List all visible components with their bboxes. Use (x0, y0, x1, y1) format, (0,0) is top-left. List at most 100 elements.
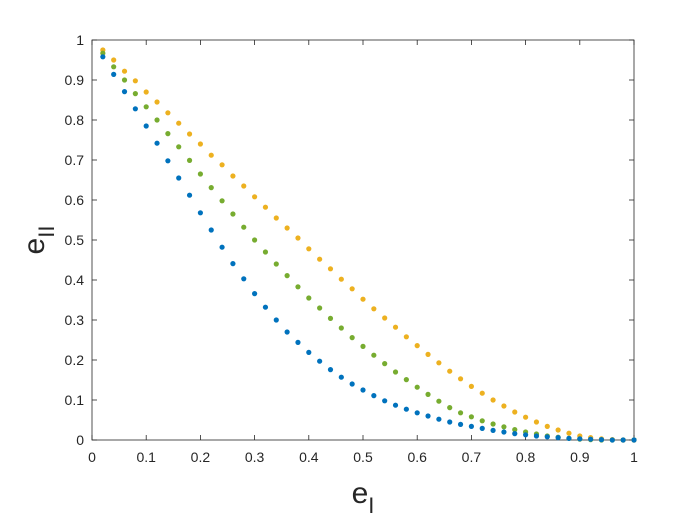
data-point (252, 237, 258, 243)
x-tick-label: 0.5 (353, 449, 373, 465)
x-tick-label: 1 (630, 449, 638, 465)
data-point (360, 343, 366, 349)
data-point (425, 413, 431, 419)
data-point (111, 71, 117, 77)
data-point (176, 144, 182, 150)
data-point (186, 131, 193, 137)
data-point (414, 343, 420, 349)
data-point (230, 261, 236, 267)
data-point (241, 224, 247, 230)
x-tick-label: 0 (88, 449, 96, 465)
data-point (252, 291, 258, 297)
data-point (262, 304, 269, 310)
data-point (457, 410, 464, 416)
data-point (479, 418, 485, 424)
series-2 (100, 54, 637, 443)
data-point (414, 410, 420, 416)
data-point (512, 427, 518, 433)
data-point (132, 106, 138, 112)
data-point (588, 436, 594, 442)
data-point (468, 383, 474, 389)
data-point (241, 276, 247, 282)
data-point (273, 261, 279, 267)
axis-ticks: 0 0.1 0.2 0.3 0.4 0.5 0.6 0.7 0.8 0.9 1 0 0.1 0.2 0.3 0… (65, 32, 639, 465)
data-point (262, 249, 269, 255)
data-point (436, 360, 442, 366)
series-0 (100, 47, 637, 443)
data-point (295, 284, 301, 290)
data-point (479, 390, 485, 396)
x-axis-label: eI (352, 477, 375, 518)
data-point (154, 99, 160, 105)
y-tick-label: 0.2 (65, 352, 85, 368)
data-point (306, 246, 312, 252)
data-point (598, 437, 605, 443)
data-point (143, 89, 149, 95)
series-1 (100, 50, 637, 443)
data-point (555, 427, 561, 433)
data-point (317, 305, 323, 311)
data-point (327, 367, 334, 373)
data-point (457, 376, 464, 382)
data-point (317, 256, 323, 262)
data-point (523, 432, 529, 438)
data-point (371, 393, 377, 399)
data-point (512, 431, 518, 437)
data-point (143, 104, 149, 110)
data-point (165, 158, 171, 164)
data-point (609, 437, 615, 443)
x-tick-label: 0.3 (245, 449, 265, 465)
data-point (219, 244, 225, 250)
data-point (208, 227, 214, 233)
data-point (577, 436, 583, 442)
data-point (382, 315, 388, 321)
data-point (327, 266, 334, 272)
data-point (447, 405, 453, 411)
data-point (403, 334, 409, 340)
data-point (230, 173, 236, 179)
y-tick-label: 0.4 (65, 272, 85, 288)
data-point (111, 57, 117, 63)
data-point (425, 391, 431, 397)
data-point (230, 211, 236, 217)
y-tick-label: 0.6 (65, 192, 85, 208)
data-point (533, 433, 540, 439)
data-point (284, 329, 290, 335)
data-point (349, 286, 355, 292)
data-point (100, 54, 106, 60)
data-point (186, 192, 193, 198)
data-point (208, 152, 214, 158)
data-point (132, 91, 138, 97)
data-point (219, 162, 225, 168)
data-point (121, 68, 128, 74)
data-point (403, 406, 409, 412)
y-tick-label: 0.5 (65, 232, 85, 248)
data-point (436, 398, 442, 404)
data-point (457, 421, 464, 427)
data-point (165, 110, 171, 116)
data-point (197, 171, 203, 177)
data-point (392, 369, 399, 375)
data-point (317, 358, 323, 364)
data-point (490, 427, 496, 433)
data-point (100, 50, 106, 56)
data-point (382, 398, 388, 404)
x-tick-label: 0.9 (570, 449, 590, 465)
data-point (382, 361, 388, 367)
data-point (327, 315, 334, 321)
data-point (252, 194, 258, 200)
data-point (414, 384, 420, 390)
data-point (501, 429, 507, 435)
data-point (338, 325, 344, 331)
data-point (566, 435, 572, 441)
y-tick-label: 1 (76, 32, 84, 48)
data-point (501, 403, 507, 409)
data-point (176, 120, 182, 126)
data-point (468, 414, 474, 420)
data-point (620, 437, 626, 443)
data-point (533, 419, 540, 425)
data-point (371, 306, 377, 312)
plot-area (91, 39, 635, 441)
data-point (403, 377, 409, 383)
